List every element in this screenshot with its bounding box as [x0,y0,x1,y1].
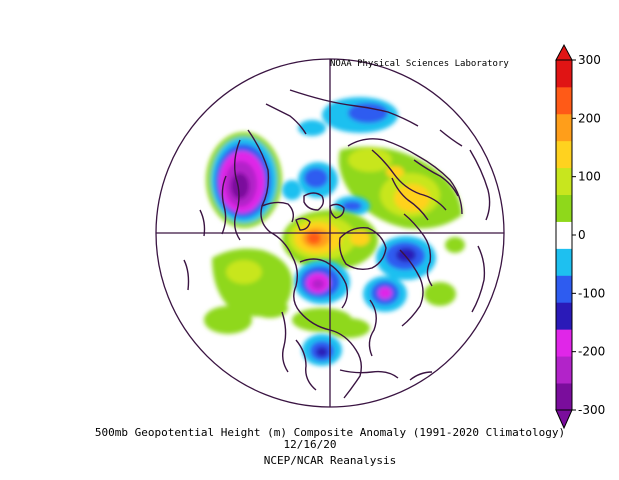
central-low [294,260,350,304]
colorbar-segment [556,86,572,115]
anomaly-shading [204,97,465,366]
colorbar-segment [556,140,572,169]
credit-label: NOAA Physical Sciences Laboratory [330,59,509,69]
colorbar-segment [556,113,572,142]
colorbar-segment [556,60,572,88]
colorbar-labels: 300 200 100 0 -100 -200 -300 [572,53,605,417]
colorbar-segment [556,329,572,357]
colorbar-tick-label: -200 [578,345,605,359]
colorbar-segment [556,275,572,303]
pacific-ridge [204,248,370,338]
map-grid [155,58,505,408]
sw-us-low [302,334,342,366]
europe-ridge [338,146,462,229]
asia-low [363,236,436,312]
colorbar-segment [556,302,572,330]
siberia-low [298,97,398,136]
colorbar-segment [556,383,572,411]
colorbar-segments [556,60,572,411]
colorbar-tick-label: -300 [578,403,605,417]
east-green [424,237,465,306]
figure-title: 500mb Geopotential Height (m) Composite … [95,426,565,439]
colorbar-segment [556,356,572,384]
colorbar-tick-label: 300 [578,53,601,67]
aleutian-blue [282,180,302,200]
alaska-trough [206,132,282,228]
colorbar-tick-label: 100 [578,170,601,184]
colorbar: 300 200 100 0 -100 -200 -300 [555,43,605,430]
colorbar-tick-label: -100 [578,286,605,300]
figure-date: 12/16/20 [284,438,337,451]
colorbar-segment [556,221,572,249]
colorbar-segment [556,194,572,222]
coastlines [183,89,491,399]
colorbar-tick-label: 0 [578,228,586,242]
colorbar-segment [556,248,572,276]
figure-source: NCEP/NCAR Reanalysis [264,454,396,467]
colorbar-segment [556,167,572,196]
colorbar-tick-label: 200 [578,111,601,125]
colorbar-top-arrow [555,43,573,61]
